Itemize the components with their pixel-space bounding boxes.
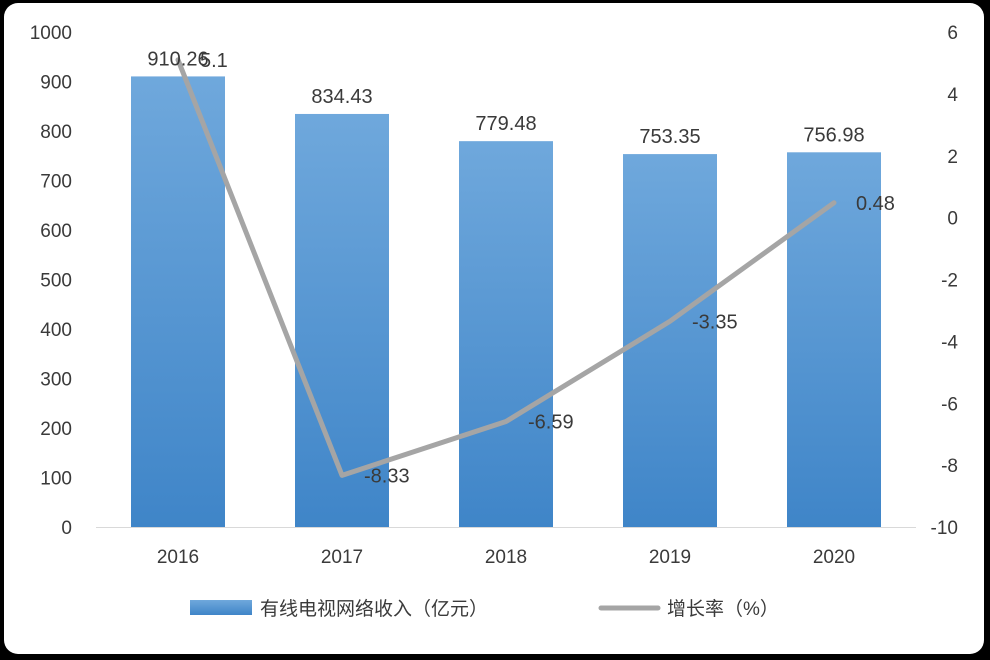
left-axis-tick-label: 800 bbox=[40, 122, 72, 143]
right-axis-tick-label: -10 bbox=[931, 518, 958, 539]
line-series bbox=[175, 57, 837, 478]
right-axis-tick-label: -6 bbox=[941, 394, 958, 415]
right-axis-tick-label: -2 bbox=[941, 271, 958, 292]
bar bbox=[459, 141, 553, 527]
line-point bbox=[340, 473, 344, 478]
line-data-label: -6.59 bbox=[528, 412, 574, 434]
right-axis-tick-label: -4 bbox=[941, 332, 958, 353]
x-axis-tick-label: 2020 bbox=[813, 547, 855, 568]
x-axis-tick-label: 2017 bbox=[321, 547, 363, 568]
bar-data-label: 910.26 bbox=[147, 48, 208, 70]
right-axis-tick-label: -8 bbox=[941, 456, 958, 477]
bar bbox=[131, 76, 225, 528]
right-axis-tick-label: 0 bbox=[947, 209, 958, 230]
left-axis-tick-label: 1000 bbox=[30, 23, 72, 44]
line-data-label: -3.35 bbox=[692, 311, 738, 333]
line-data-label: 0.48 bbox=[856, 193, 895, 215]
legend-bar-label: 有线电视网络收入（亿元） bbox=[260, 598, 488, 620]
x-axis-tick-label: 2018 bbox=[485, 547, 527, 568]
chart-frame: 0 100 200 300 400 500 600 700 800 900 1000 -10 -8 -6… bbox=[4, 3, 984, 654]
left-axis-tick-label: 100 bbox=[40, 469, 72, 490]
left-axis-tick-label: 700 bbox=[40, 172, 72, 193]
bar-series bbox=[131, 76, 881, 528]
right-axis: -10 -8 -6 -4 -2 0 2 4 6 bbox=[931, 23, 959, 539]
right-axis-tick-label: 6 bbox=[947, 23, 958, 44]
left-axis: 0 100 200 300 400 500 600 700 800 900 1000 bbox=[30, 23, 72, 539]
line-data-label: 5.1 bbox=[200, 50, 228, 72]
line-data-label: -8.33 bbox=[364, 465, 410, 487]
x-axis: 2016 2017 2018 2019 2020 bbox=[96, 527, 916, 568]
combo-chart: 0 100 200 300 400 500 600 700 800 900 1000 -10 -8 -6… bbox=[30, 23, 959, 620]
right-axis-tick-label: 2 bbox=[947, 147, 958, 168]
left-axis-tick-label: 500 bbox=[40, 271, 72, 292]
line-point bbox=[504, 419, 508, 424]
left-axis-tick-label: 900 bbox=[40, 73, 72, 94]
bar bbox=[295, 113, 389, 527]
x-axis-tick-label: 2019 bbox=[649, 547, 691, 568]
legend-bar-swatch bbox=[190, 600, 252, 615]
x-axis-tick-label: 2016 bbox=[157, 547, 199, 568]
legend: 有线电视网络收入（亿元） 增长率（%） bbox=[190, 598, 779, 620]
bar-data-label: 756.98 bbox=[803, 124, 864, 146]
bar bbox=[787, 152, 881, 527]
bar-data-label: 834.43 bbox=[311, 86, 372, 108]
left-axis-tick-label: 600 bbox=[40, 221, 72, 242]
legend-line-label: 增长率（%） bbox=[667, 598, 779, 620]
line-point bbox=[832, 200, 836, 205]
bar-data-label: 753.35 bbox=[639, 126, 700, 148]
left-axis-tick-label: 400 bbox=[40, 320, 72, 341]
bar-data-label: 779.48 bbox=[475, 113, 536, 135]
left-axis-tick-label: 0 bbox=[61, 518, 72, 539]
left-axis-tick-label: 300 bbox=[40, 370, 72, 391]
line-point bbox=[176, 57, 180, 62]
data-labels: 910.26 834.43 779.48 753.35 756.98 5.1 -8.33 -6… bbox=[147, 48, 895, 487]
line-point bbox=[668, 319, 672, 324]
right-axis-tick-label: 4 bbox=[947, 85, 958, 106]
left-axis-tick-label: 200 bbox=[40, 419, 72, 440]
